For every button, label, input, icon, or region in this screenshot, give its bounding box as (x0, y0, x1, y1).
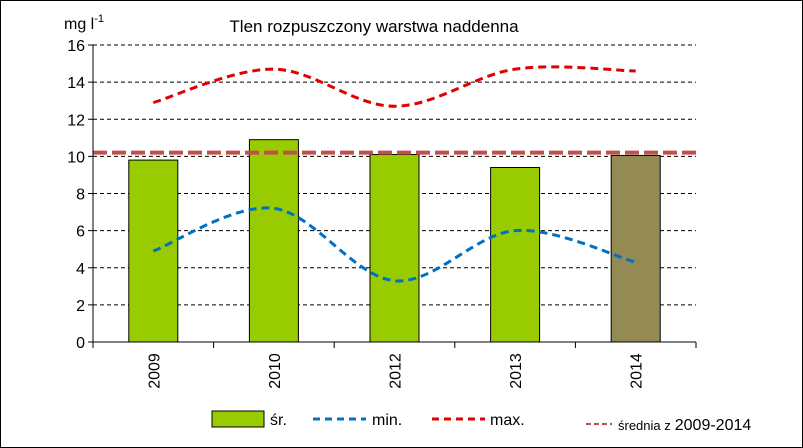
y-tick-label: 6 (76, 224, 85, 241)
series-lines (152, 65, 637, 283)
x-tick-label: 2009 (146, 353, 163, 389)
bar (490, 167, 541, 343)
legend-bar-label: śr. (270, 412, 287, 429)
bar (610, 154, 661, 343)
y-tick-label: 2 (76, 298, 85, 315)
y-tick-label: 14 (67, 75, 85, 92)
axes (92, 45, 696, 343)
legend-min-label: min. (372, 412, 402, 429)
y-tick-label: 4 (76, 261, 85, 278)
x-axis-ticks: 2009 2010 2012 2013 2014 (92, 342, 697, 389)
bar (369, 154, 420, 343)
x-tick-label: 2012 (388, 353, 405, 389)
legend-bar-swatch (211, 410, 265, 428)
y-axis-label: mg l-1 (64, 13, 104, 33)
legend-ref-label: średnia z 2009-2014 (618, 417, 751, 434)
x-tick-label: 2014 (629, 353, 646, 389)
bar (248, 139, 299, 343)
series-line-max (152, 65, 636, 108)
x-tick-label: 2013 (508, 353, 525, 389)
chart-title: Tlen rozpuszczony warstwa naddenna (229, 17, 519, 36)
y-axis-ticks: 0 2 4 6 8 10 12 14 16 (67, 38, 93, 352)
legend-max-label: max. (490, 412, 525, 429)
legend: śr. min. max. średnia z 2009-2014 (211, 410, 751, 434)
x-tick-label: 2010 (267, 353, 284, 389)
series-line-min (152, 206, 637, 283)
y-tick-label: 12 (67, 112, 85, 129)
y-tick-label: 0 (76, 335, 85, 352)
y-tick-label: 8 (76, 187, 85, 204)
y-tick-label: 16 (67, 38, 85, 55)
y-tick-label: 10 (67, 149, 85, 166)
